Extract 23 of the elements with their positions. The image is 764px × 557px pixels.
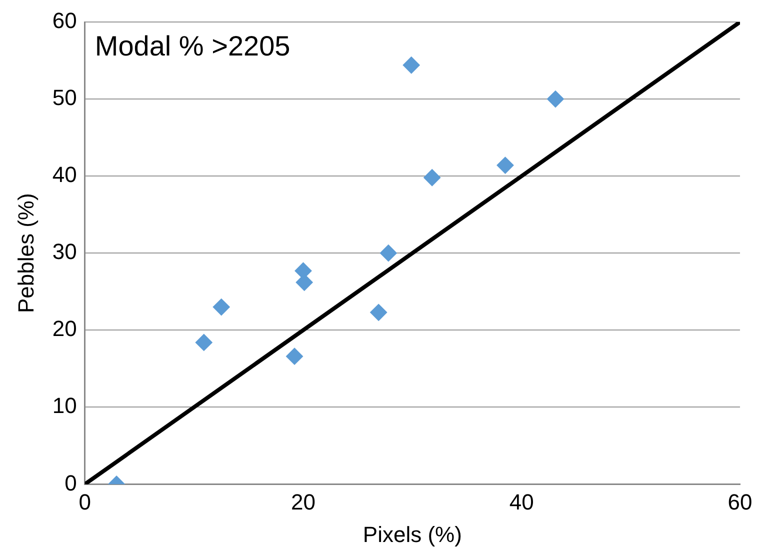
x-axis-title: Pixels (%) <box>362 522 462 547</box>
point <box>402 56 420 74</box>
y-tick-label: 10 <box>52 393 77 418</box>
annotation: Modal % >2205 <box>94 30 290 62</box>
y-tick-label: 0 <box>64 470 77 496</box>
point <box>195 334 212 351</box>
y-tick-label: 50 <box>52 85 77 110</box>
y-tick-label: 40 <box>52 162 77 188</box>
y-tick-label: 20 <box>52 316 77 342</box>
x-tick-label: 60 <box>728 489 752 514</box>
x-tick-label: 20 <box>291 489 316 514</box>
y-axis-title: Pebbles (%) <box>13 193 38 314</box>
point <box>370 304 388 321</box>
point <box>286 348 304 365</box>
y-tick-label: 60 <box>52 8 77 34</box>
point <box>212 298 230 316</box>
point <box>424 169 441 186</box>
point <box>380 244 397 262</box>
point <box>294 262 312 280</box>
point <box>496 156 514 174</box>
y-tick-label: 30 <box>52 239 77 264</box>
x-tick-label: 40 <box>509 489 534 514</box>
point <box>546 90 564 108</box>
